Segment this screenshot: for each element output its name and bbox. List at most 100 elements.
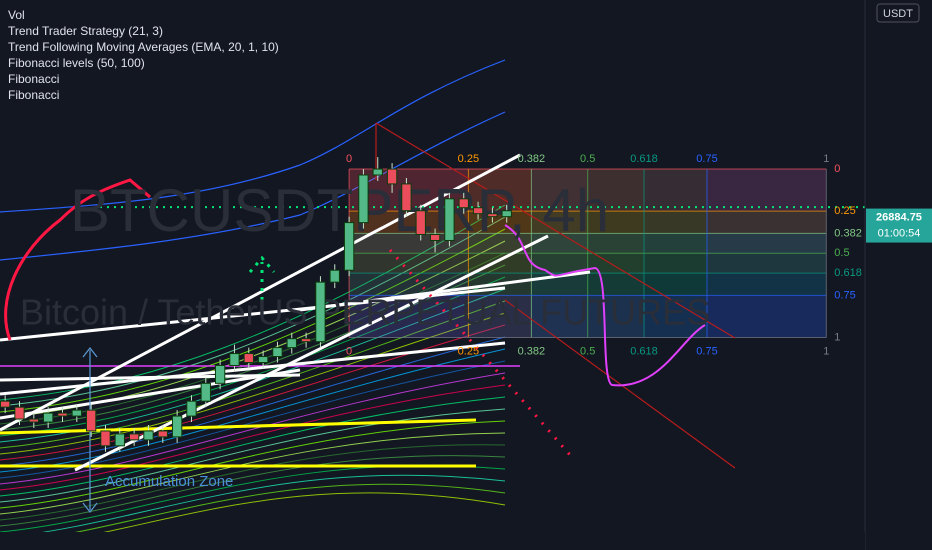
fib-label: 0.382 xyxy=(518,345,546,357)
candle-body xyxy=(401,183,412,212)
ema-line xyxy=(0,288,506,443)
indicator-label[interactable]: Trend Following Moving Averages (EMA, 20… xyxy=(8,40,279,54)
projection xyxy=(388,249,572,456)
candle-body xyxy=(358,174,369,224)
ema-line xyxy=(0,300,506,449)
candle-body xyxy=(315,281,326,343)
envelope xyxy=(0,59,506,213)
trendline xyxy=(74,234,549,472)
fib-label: 0 xyxy=(346,345,352,357)
candle-body xyxy=(128,433,140,441)
ema-line xyxy=(0,474,506,539)
ema-line xyxy=(0,348,506,473)
candle-body xyxy=(372,168,383,176)
ema-line xyxy=(0,360,506,479)
candle-body xyxy=(157,430,168,438)
ema-line xyxy=(0,444,506,521)
ema-line xyxy=(0,372,506,485)
trendline xyxy=(0,341,506,396)
candle-body xyxy=(243,353,254,364)
ema-line xyxy=(0,276,506,437)
candle-body xyxy=(229,353,240,366)
fib-label: 0.618 xyxy=(834,267,862,279)
price-tag xyxy=(866,208,932,243)
overlays: 0 0 0 0.25 0.25 0.25 0.382 0.382 0.382 0.5 0.5 0.5 0… xyxy=(346,153,862,357)
indicator-label[interactable]: Trend Trader Strategy (21, 3) xyxy=(8,24,163,38)
channel xyxy=(504,299,736,469)
ema-line xyxy=(0,228,506,413)
projection xyxy=(504,224,706,387)
fib-label: 0.75 xyxy=(696,153,717,165)
fib-label: 0.75 xyxy=(696,345,717,357)
trendline xyxy=(0,368,301,420)
indicator-label[interactable]: Vol xyxy=(8,8,25,22)
fib-label: 0.25 xyxy=(458,153,479,165)
annotation: Accumulation Zone xyxy=(105,473,233,490)
candle-body xyxy=(186,400,197,417)
candle-body xyxy=(57,412,68,417)
drawings xyxy=(0,59,865,550)
candle-body xyxy=(343,222,355,271)
candle-body xyxy=(42,412,54,423)
projection xyxy=(4,178,151,341)
fib-label: 0.382 xyxy=(834,227,862,239)
support xyxy=(0,418,477,435)
trendline xyxy=(0,286,506,342)
indicator-label[interactable]: Fibonacci levels (50, 100) xyxy=(8,56,145,70)
indicator-label[interactable]: Fibonacci xyxy=(8,72,59,86)
axes: 26884.75 01:00:54 xyxy=(866,208,932,243)
ema-line xyxy=(0,432,506,515)
fib-label: 1 xyxy=(823,153,829,165)
candle-body xyxy=(329,269,340,283)
fib-label: 0.75 xyxy=(834,289,855,301)
candle-body xyxy=(415,210,426,236)
candle-body xyxy=(272,347,283,358)
candle-body xyxy=(0,400,11,408)
fib-label: 0.618 xyxy=(630,153,658,165)
candle-body xyxy=(458,198,469,209)
fib-label: 0.5 xyxy=(580,345,595,357)
trendline xyxy=(299,270,591,312)
candle-body xyxy=(14,406,25,420)
ema-line xyxy=(0,420,506,509)
candle-body xyxy=(429,234,441,241)
candle-body xyxy=(143,430,154,441)
candle-body xyxy=(100,430,111,447)
candle-body xyxy=(472,207,484,215)
ema-line xyxy=(0,312,506,455)
projection xyxy=(248,255,276,300)
fib-label: 0.5 xyxy=(834,247,849,259)
candle-body xyxy=(487,213,498,218)
candle-body xyxy=(286,338,297,349)
candle-body xyxy=(257,356,269,363)
candle-body xyxy=(386,168,398,185)
fib-label: 1 xyxy=(834,331,840,343)
candle-body xyxy=(214,364,226,384)
fib-label: 1 xyxy=(823,345,829,357)
currency-box[interactable] xyxy=(876,3,920,23)
ema-line xyxy=(0,204,506,401)
ema-line xyxy=(0,396,506,497)
candle-body xyxy=(114,433,125,447)
fib-label: 0.25 xyxy=(834,205,855,217)
time-axis xyxy=(0,532,865,550)
ema-line xyxy=(0,455,506,527)
symbol-watermark: BTCUSDTPERP, 4h xyxy=(70,177,609,244)
indicator-label[interactable]: Fibonacci xyxy=(8,88,59,102)
candle-body xyxy=(171,415,183,438)
countdown: 01:00:54 xyxy=(878,227,921,239)
fib-label: 0.382 xyxy=(518,153,546,165)
price-axis xyxy=(865,0,932,550)
ema-line xyxy=(0,336,506,467)
fib-label: 0.5 xyxy=(580,153,595,165)
currency: USDT xyxy=(883,8,913,20)
candles xyxy=(0,157,512,452)
candle-body xyxy=(444,198,455,241)
candle-body xyxy=(71,409,82,417)
fib-label: 0 xyxy=(834,163,840,175)
candle-body xyxy=(300,338,312,343)
envelope xyxy=(0,111,506,261)
ema-line xyxy=(0,384,506,491)
description-watermark: Bitcoin / TetherUS PERPETUAL FUTURES xyxy=(20,292,710,333)
